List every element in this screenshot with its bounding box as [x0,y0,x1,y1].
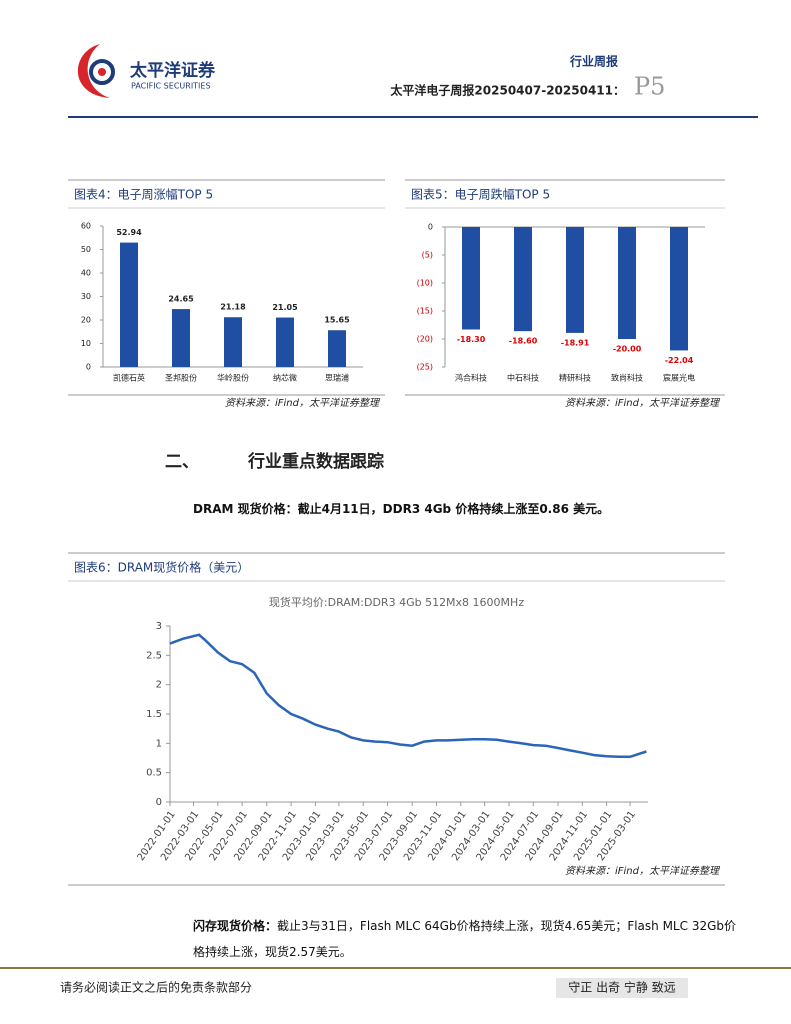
bar [514,227,532,332]
bar [120,242,138,367]
y-tick-label: 2.5 [146,650,162,661]
paragraph-label: 闪存现货价格： [193,919,278,933]
value-label: 52.94 [116,228,142,237]
paragraph-label: DRAM 现货价格： [193,502,298,516]
source: 资料来源：iFind，太平洋证券整理 [565,397,721,409]
bar [462,227,480,330]
x-tick-label: 凯德石英 [113,373,145,383]
company: 太平洋证券 [130,60,216,81]
line [169,633,647,759]
y-tick-label: 60 [81,222,91,231]
y-tick-label: (20) [417,335,433,344]
y-tick-label: 20 [81,316,91,325]
bar [566,227,584,333]
bar [670,227,688,351]
bar [172,309,190,367]
y-tick-label: 1.5 [146,709,162,720]
y-tick-label: (15) [417,307,433,316]
source: 资料来源：iFind，太平洋证券整理 [565,865,721,877]
disclaimer: 请务必阅读正文之后的免责条款部分 [60,980,252,995]
y-tick-label: 40 [81,269,91,278]
y-tick-label: 2 [156,680,162,691]
company-en: PACIFIC SECURITIES [131,82,211,91]
y-tick-label: 50 [81,245,91,254]
y-tick-label: 10 [81,339,91,348]
value-label: 24.65 [168,295,194,304]
paragraph-text: 截止4月11日，DDR3 4Gb 价格持续上涨至0.86 美元。 [297,502,610,516]
panel-title: 图表6：DRAM现货价格（美元） [74,560,249,575]
y-tick-label: (25) [417,363,433,372]
value-label: 21.18 [220,303,246,312]
x-tick-label: 中石科技 [507,373,539,383]
y-tick-label: 0 [86,363,91,372]
paragraph: DRAM 现货价格：截止4月11日，DDR3 4Gb 价格持续上涨至0.86 美… [193,496,609,522]
y-tick-label: 0.5 [146,768,162,779]
value-label: -22.04 [665,356,694,365]
source: 资料来源：iFind，太平洋证券整理 [225,397,381,409]
value-label: -20.00 [613,345,642,354]
x-tick-label: 思瑞浦 [325,373,349,383]
x-tick-label: 致尚科技 [611,373,643,383]
value-label: -18.91 [561,338,590,347]
section-title: 行业重点数据跟踪 [247,451,384,472]
paragraph-text: 截止3与31日，Flash MLC 64Gb价格持续上涨，现货4.65美元；Fl… [193,919,736,959]
value-label: -18.60 [509,337,538,346]
x-tick-label: 华岭股份 [217,373,249,383]
y-tick-label: (10) [417,279,433,288]
value-label: -18.30 [457,335,486,344]
bar [618,227,636,339]
y-tick-label: 0 [156,797,162,808]
panel-title: 图表4：电子周涨幅TOP 5 [74,187,213,202]
x-tick-label: 精研科技 [559,373,591,383]
motto-box [556,978,688,998]
x-tick-label: 宸展光电 [663,373,695,383]
value-label: 15.65 [324,316,350,325]
chart-title: 现货平均价:DRAM:DDR3 4Gb 512Mx8 1600MHz [269,595,524,609]
bar [276,317,294,367]
section-number: 二、 [165,452,199,472]
x-tick-label: 圣邦股份 [165,373,197,383]
x-tick-label: 纳芯微 [273,373,297,383]
report-title: 太平洋电子周报20250407-20250411： [390,83,625,98]
page-number: P5 [634,73,665,101]
motto: 守正 出奇 宁静 致远 [568,980,675,995]
value-label: 21.05 [272,303,298,312]
bar [224,317,242,367]
y-tick-label: 0 [428,223,433,232]
y-tick-label: 1 [156,738,162,749]
report-type: 行业周报 [569,54,618,69]
y-tick-label: (5) [422,251,433,260]
y-tick-label: 3 [156,621,162,632]
paragraph: 闪存现货价格：截止3与31日，Flash MLC 64Gb价格持续上涨，现货4.… [193,913,741,965]
y-tick-label: 30 [81,292,91,301]
x-tick-label: 鸿合科技 [455,373,487,383]
logo [77,44,115,98]
panel-title: 图表5：电子周跌幅TOP 5 [411,187,550,202]
bar [328,330,346,367]
